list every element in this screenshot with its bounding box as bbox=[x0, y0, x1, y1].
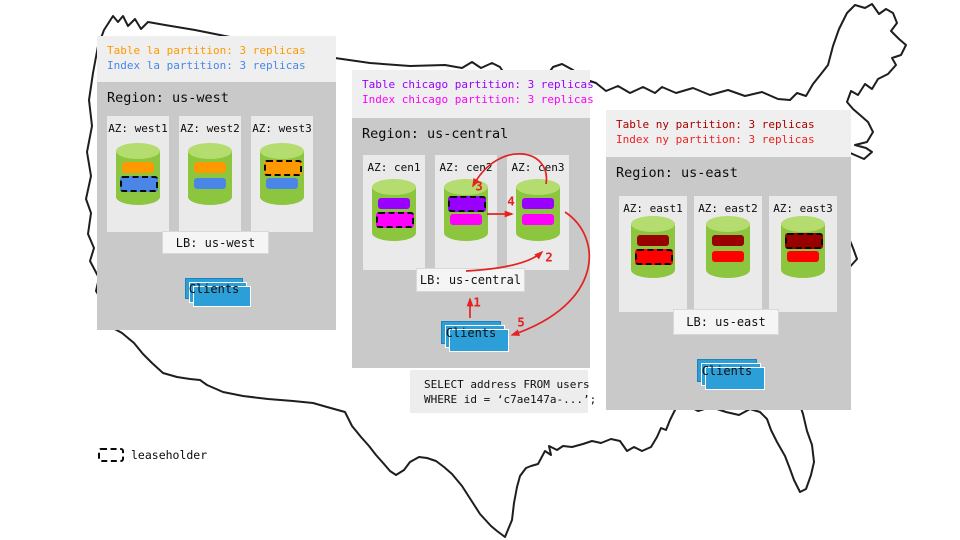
sql-query-box: SELECT address FROM users WHERE id = ‘c7… bbox=[410, 370, 597, 413]
az-box-east3: AZ: east3 bbox=[769, 196, 837, 312]
database-cylinder-icon bbox=[188, 143, 232, 205]
clients-box-us-west: Clients bbox=[185, 278, 243, 299]
region-us-west: Table la partition: 3 replicas Index la … bbox=[97, 36, 336, 330]
annotation-box-us-west: Table la partition: 3 replicas Index la … bbox=[97, 36, 336, 82]
index-partition-bar bbox=[635, 249, 673, 265]
sql-query-line2: WHERE id = ‘c7ae147a-...’; bbox=[424, 393, 597, 406]
az-label: AZ: west2 bbox=[180, 122, 240, 135]
az-label: AZ: east3 bbox=[773, 202, 833, 215]
sql-query-line1: SELECT address FROM users bbox=[424, 378, 590, 391]
index-partition-bar bbox=[376, 212, 414, 228]
region-body: Region: us-central AZ: cen1 AZ: cen2 AZ:… bbox=[352, 118, 590, 368]
database-cylinder-icon bbox=[516, 179, 560, 241]
load-balancer-box-us-east: LB: us-east bbox=[673, 309, 779, 335]
table-partition-bar bbox=[264, 160, 302, 176]
index-partition-bar bbox=[266, 178, 298, 189]
annotation-box-us-central: Table chicago partition: 3 replicas Inde… bbox=[352, 70, 594, 118]
flow-step-number-3: 3 bbox=[475, 178, 483, 194]
database-cylinder-icon bbox=[631, 216, 675, 278]
az-label: AZ: east1 bbox=[623, 202, 683, 215]
index-partition-bar bbox=[450, 214, 482, 225]
load-balancer-box-us-west: LB: us-west bbox=[162, 231, 269, 254]
leaseholder-legend: leaseholder bbox=[98, 448, 207, 462]
table-partition-bar bbox=[194, 162, 226, 173]
annotation-table-partition: Table ny partition: 3 replicas bbox=[616, 118, 815, 131]
flow-step-number-5: 5 bbox=[517, 314, 525, 330]
az-label: AZ: east2 bbox=[698, 202, 758, 215]
az-box-cen1: AZ: cen1 bbox=[363, 155, 425, 270]
az-label: AZ: west3 bbox=[252, 122, 312, 135]
region-title: Region: us-central bbox=[362, 126, 509, 142]
index-partition-bar bbox=[194, 178, 226, 189]
index-partition-bar bbox=[522, 214, 554, 225]
clients-box-us-east: Clients bbox=[697, 359, 757, 382]
az-box-cen2: AZ: cen2 bbox=[435, 155, 497, 270]
leaseholder-legend-label: leaseholder bbox=[131, 448, 208, 462]
table-partition-bar bbox=[637, 235, 669, 246]
table-partition-bar bbox=[378, 198, 410, 209]
database-cylinder-icon bbox=[444, 179, 488, 241]
flow-step-number-4: 4 bbox=[507, 193, 515, 209]
table-partition-bar bbox=[522, 198, 554, 209]
flow-step-number-1: 1 bbox=[473, 294, 481, 310]
az-label: AZ: cen2 bbox=[439, 161, 493, 174]
database-cylinder-icon bbox=[260, 143, 304, 205]
database-cylinder-icon bbox=[781, 216, 825, 278]
annotation-table-partition: Table la partition: 3 replicas bbox=[107, 44, 306, 57]
database-cylinder-icon bbox=[116, 143, 160, 205]
index-partition-bar bbox=[120, 176, 158, 192]
leaseholder-swatch-icon bbox=[98, 448, 124, 462]
az-box-west1: AZ: west1 bbox=[107, 116, 169, 232]
flow-step-number-2: 2 bbox=[545, 249, 553, 265]
region-us-central: Table chicago partition: 3 replicas Inde… bbox=[352, 70, 594, 368]
az-box-east2: AZ: east2 bbox=[694, 196, 762, 312]
az-label: AZ: west1 bbox=[108, 122, 168, 135]
table-partition-bar bbox=[712, 235, 744, 246]
clients-box-us-central: Clients bbox=[441, 321, 501, 344]
az-label: AZ: cen3 bbox=[511, 161, 565, 174]
annotation-index-partition: Index ny partition: 3 replicas bbox=[616, 133, 815, 146]
az-label: AZ: cen1 bbox=[367, 161, 421, 174]
az-box-west2: AZ: west2 bbox=[179, 116, 241, 232]
annotation-table-partition: Table chicago partition: 3 replicas bbox=[362, 78, 594, 91]
index-partition-bar bbox=[712, 251, 744, 262]
annotation-index-partition: Index la partition: 3 replicas bbox=[107, 59, 306, 72]
region-title: Region: us-east bbox=[616, 165, 738, 181]
region-title: Region: us-west bbox=[107, 90, 229, 106]
annotation-box-us-east: Table ny partition: 3 replicas Index ny … bbox=[606, 110, 851, 157]
table-partition-bar bbox=[448, 196, 486, 212]
az-box-east1: AZ: east1 bbox=[619, 196, 687, 312]
az-box-west3: AZ: west3 bbox=[251, 116, 313, 232]
region-us-east: Table ny partition: 3 replicas Index ny … bbox=[606, 110, 851, 410]
load-balancer-box-us-central: LB: us-central bbox=[416, 268, 525, 292]
az-box-cen3: AZ: cen3 bbox=[507, 155, 569, 270]
database-cylinder-icon bbox=[372, 179, 416, 241]
table-partition-bar bbox=[122, 162, 154, 173]
table-partition-bar bbox=[785, 233, 823, 249]
database-cylinder-icon bbox=[706, 216, 750, 278]
annotation-index-partition: Index chicago partition: 3 replicas bbox=[362, 93, 594, 106]
region-body: Region: us-west AZ: west1 AZ: west2 AZ: … bbox=[97, 82, 336, 330]
index-partition-bar bbox=[787, 251, 819, 262]
region-body: Region: us-east AZ: east1 AZ: east2 AZ: … bbox=[606, 157, 851, 410]
